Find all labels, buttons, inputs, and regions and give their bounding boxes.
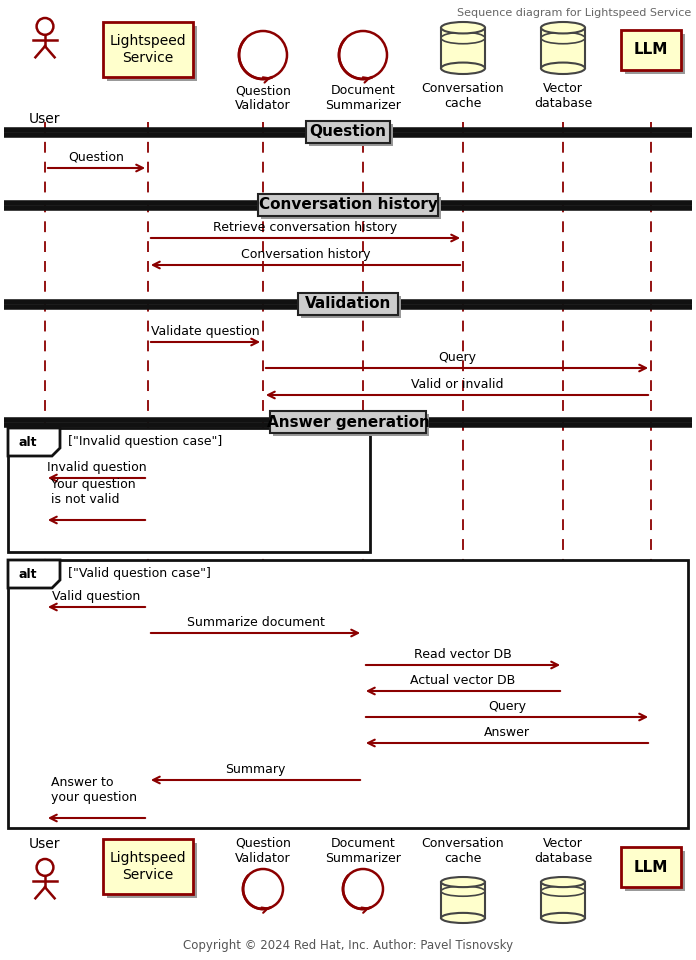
Text: Summarize document: Summarize document (187, 616, 324, 629)
FancyBboxPatch shape (261, 197, 441, 219)
Text: Conversation history: Conversation history (258, 198, 438, 212)
FancyBboxPatch shape (621, 847, 681, 887)
Polygon shape (8, 560, 60, 588)
FancyBboxPatch shape (625, 34, 685, 74)
Text: Retrieve conversation history: Retrieve conversation history (214, 221, 397, 234)
Ellipse shape (441, 22, 485, 34)
Text: Validation: Validation (305, 297, 391, 311)
Text: Question: Question (310, 125, 386, 139)
Text: Document
Summarizer: Document Summarizer (325, 84, 401, 112)
FancyBboxPatch shape (441, 882, 485, 918)
Polygon shape (8, 428, 60, 456)
Text: Validate question: Validate question (151, 325, 260, 338)
Text: Read vector DB: Read vector DB (414, 648, 512, 661)
FancyBboxPatch shape (258, 194, 438, 216)
Ellipse shape (441, 886, 485, 897)
FancyBboxPatch shape (298, 293, 398, 315)
Text: Invalid question: Invalid question (47, 461, 146, 474)
Ellipse shape (541, 33, 585, 44)
Text: Answer: Answer (484, 726, 530, 739)
Text: Conversation
cache: Conversation cache (422, 82, 505, 110)
FancyBboxPatch shape (306, 121, 390, 143)
Text: Actual vector DB: Actual vector DB (411, 674, 516, 687)
Text: Answer generation: Answer generation (267, 415, 429, 429)
Text: Question
Validator: Question Validator (235, 837, 291, 865)
Ellipse shape (541, 22, 585, 34)
Text: Query: Query (488, 700, 526, 713)
FancyBboxPatch shape (301, 296, 401, 318)
Text: ["Valid question case"]: ["Valid question case"] (68, 567, 211, 581)
Text: Vector
database: Vector database (534, 837, 592, 865)
Text: Document
Summarizer: Document Summarizer (325, 837, 401, 865)
Text: Question
Validator: Question Validator (235, 84, 291, 112)
FancyBboxPatch shape (625, 851, 685, 891)
Text: Sequence diagram for Lightspeed Service: Sequence diagram for Lightspeed Service (457, 8, 691, 18)
Ellipse shape (441, 877, 485, 887)
Ellipse shape (541, 886, 585, 897)
Text: LLM: LLM (634, 42, 668, 58)
Text: Query: Query (438, 351, 476, 364)
FancyBboxPatch shape (273, 414, 429, 436)
Ellipse shape (441, 62, 485, 74)
Text: Lightspeed
Service: Lightspeed Service (110, 851, 187, 882)
Text: alt: alt (19, 436, 37, 448)
FancyBboxPatch shape (103, 22, 193, 77)
Text: User: User (29, 112, 61, 126)
Ellipse shape (441, 33, 485, 44)
Ellipse shape (441, 913, 485, 923)
FancyBboxPatch shape (8, 560, 688, 828)
FancyBboxPatch shape (541, 882, 585, 918)
Text: Conversation history: Conversation history (241, 248, 370, 261)
Text: alt: alt (19, 567, 37, 581)
Text: Valid or invalid: Valid or invalid (411, 378, 503, 391)
Text: LLM: LLM (634, 859, 668, 875)
Text: Vector
database: Vector database (534, 82, 592, 110)
Text: Question: Question (69, 151, 125, 164)
Ellipse shape (541, 62, 585, 74)
FancyBboxPatch shape (621, 30, 681, 70)
Text: User: User (29, 837, 61, 851)
FancyBboxPatch shape (107, 843, 197, 898)
Ellipse shape (541, 913, 585, 923)
FancyBboxPatch shape (103, 839, 193, 894)
Text: Summary: Summary (226, 763, 285, 776)
Text: Copyright © 2024 Red Hat, Inc. Author: Pavel Tisnovsky: Copyright © 2024 Red Hat, Inc. Author: P… (183, 939, 513, 952)
FancyBboxPatch shape (8, 428, 370, 552)
FancyBboxPatch shape (270, 411, 426, 433)
FancyBboxPatch shape (441, 28, 485, 68)
Text: Lightspeed
Service: Lightspeed Service (110, 34, 187, 65)
FancyBboxPatch shape (541, 28, 585, 68)
Text: ["Invalid question case"]: ["Invalid question case"] (68, 436, 222, 448)
Text: Answer to
your question: Answer to your question (51, 776, 137, 804)
Ellipse shape (541, 877, 585, 887)
Text: Conversation
cache: Conversation cache (422, 837, 505, 865)
FancyBboxPatch shape (107, 26, 197, 81)
Text: Your question
is not valid: Your question is not valid (51, 478, 136, 506)
FancyBboxPatch shape (309, 124, 393, 146)
Text: Valid question: Valid question (52, 590, 141, 603)
